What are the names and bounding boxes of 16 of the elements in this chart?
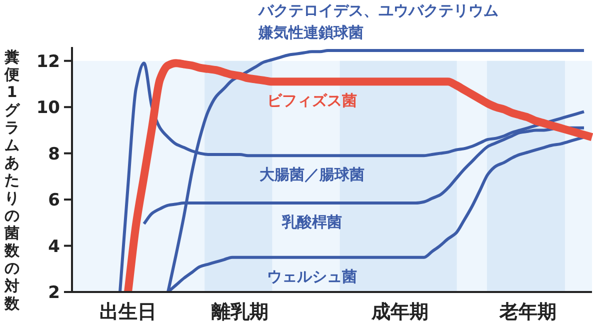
y-tick-label: 10 — [36, 98, 60, 118]
text: 糞便1グラムあたりの菌数の対数 — [4, 48, 20, 312]
y-tick-label: 12 — [36, 52, 60, 72]
y-tick-label: 4 — [48, 236, 60, 257]
x-tick-label: 離乳期 — [210, 301, 268, 323]
x-tick-label: 老年期 — [498, 301, 556, 323]
y-tick-label: 6 — [48, 190, 60, 211]
series-label: 大腸菌／腸球菌 — [260, 166, 364, 184]
series-label: ビフィズス菌 — [267, 92, 357, 110]
series-label: バクテロイデス、ユウバクテリウム嫌気性連鎖球菌 — [257, 2, 498, 42]
x-tick-label: 出生日 — [100, 301, 156, 323]
series-label: ウェルシュ菌 — [267, 267, 357, 286]
y-tick-label: 2 — [48, 283, 60, 303]
y-tick-label: 8 — [48, 144, 60, 164]
series-label: 乳酸桿菌 — [281, 213, 342, 232]
x-tick-label: 成年期 — [370, 301, 428, 323]
